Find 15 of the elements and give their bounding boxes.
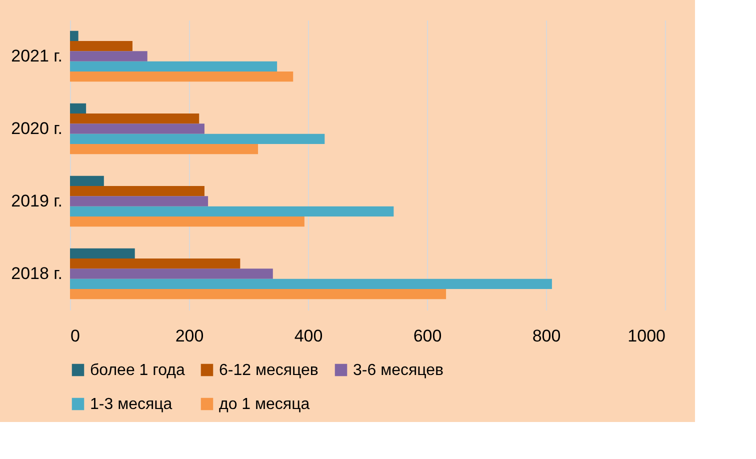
legend-label: более 1 года — [90, 362, 185, 379]
legend-label: до 1 месяца — [219, 396, 310, 413]
x-tick-label: 1000 — [628, 326, 666, 346]
legend-label: 3-6 месяцев — [353, 362, 444, 379]
x-tick-label: 0 — [70, 326, 80, 346]
y-tick-label: 2021 г. — [11, 46, 62, 66]
x-tick-label: 600 — [413, 326, 442, 346]
legend-label: 6-12 месяцев — [219, 362, 318, 379]
x-tick-label: 200 — [175, 326, 204, 346]
legend-label: 1-3 месяца — [90, 396, 172, 413]
x-tick-label: 800 — [532, 326, 561, 346]
y-tick-label: 2019 г. — [11, 191, 62, 210]
y-tick-label: 2018 г. — [11, 264, 62, 283]
x-tick-label: 400 — [294, 326, 323, 346]
y-tick-label: 2020 г. — [11, 118, 62, 138]
